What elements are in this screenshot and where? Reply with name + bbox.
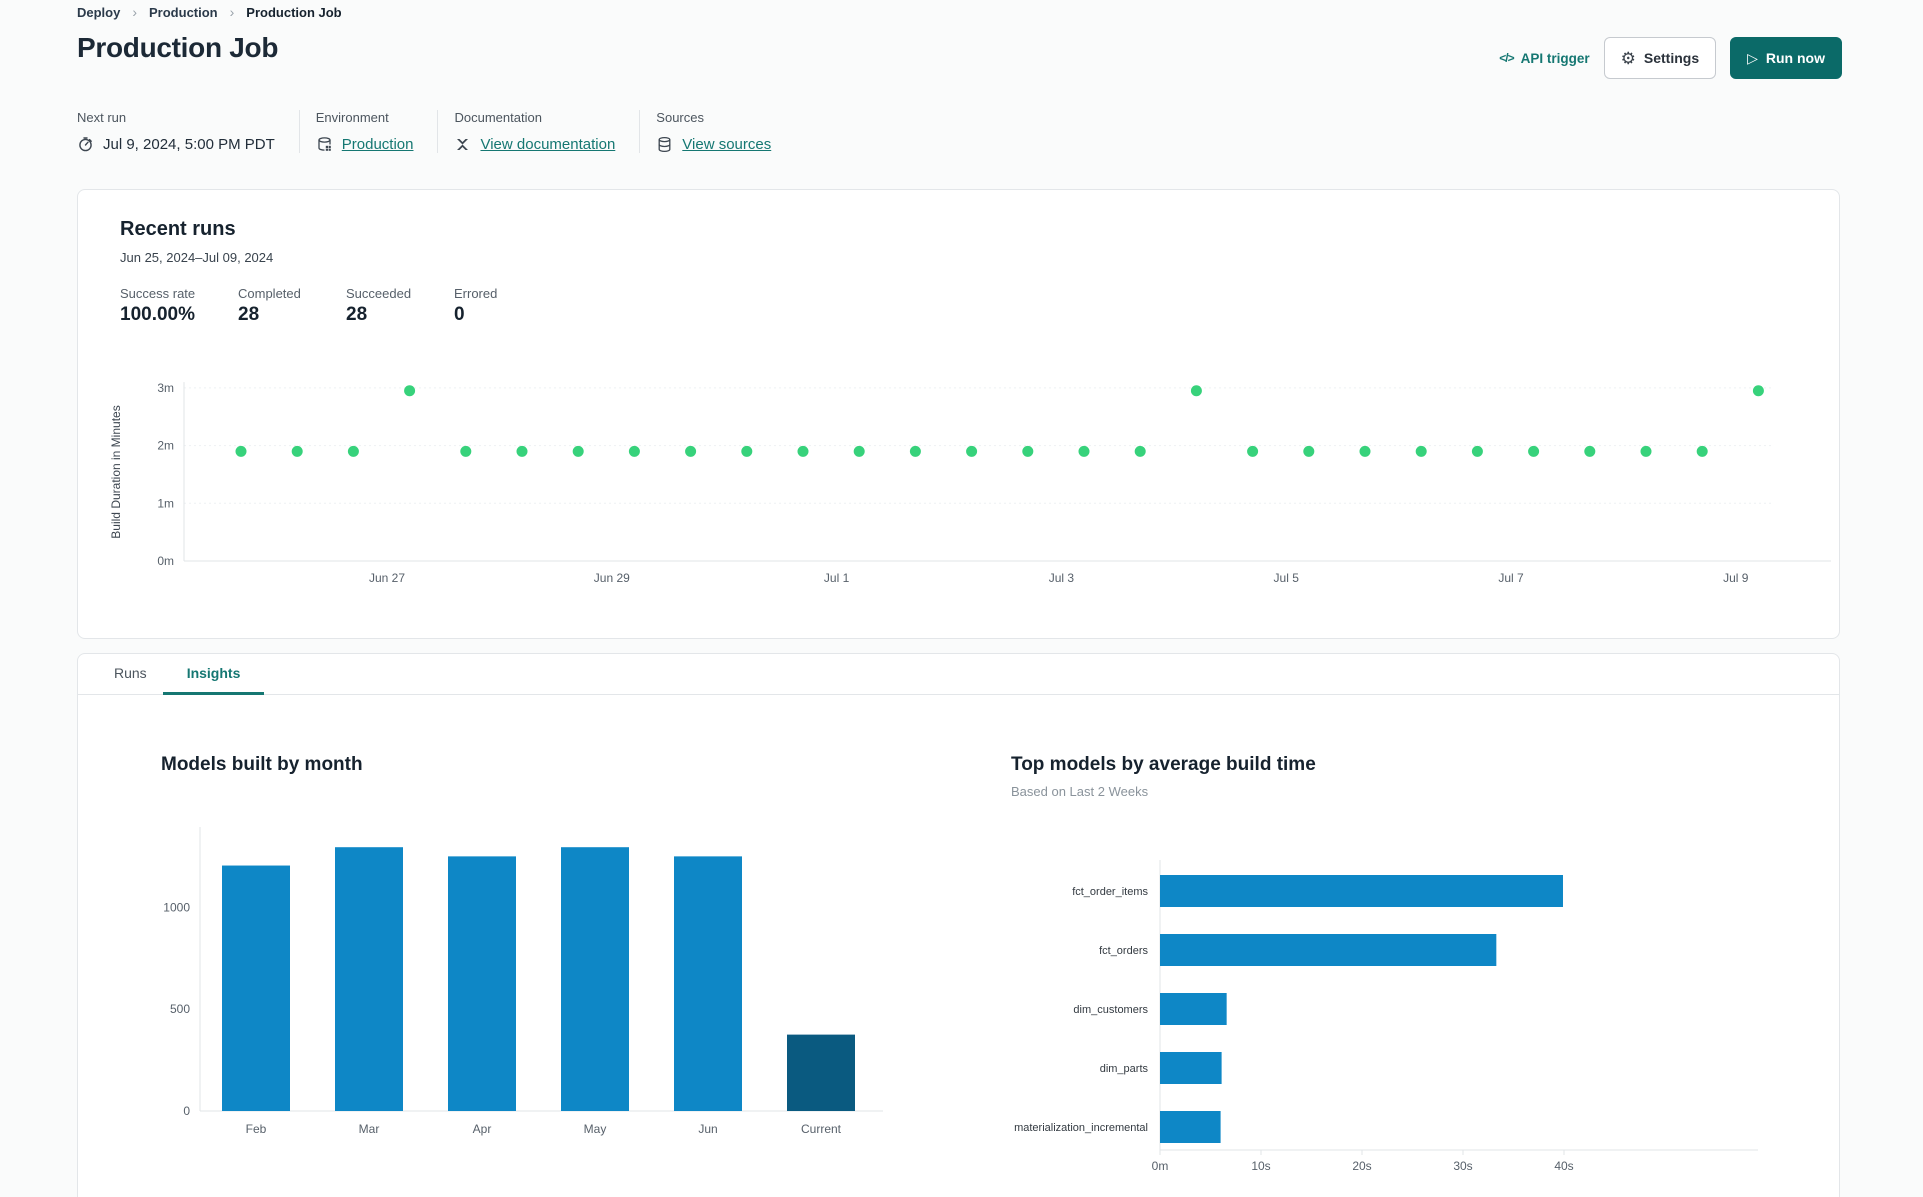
recent-runs-stats: Success rate 100.00% Completed 28 Succee… — [120, 286, 544, 326]
breadcrumb-item-current: Production Job — [246, 4, 342, 20]
svg-text:10s: 10s — [1251, 1159, 1270, 1173]
api-trigger-label: API trigger — [1520, 50, 1590, 66]
svg-text:fct_orders: fct_orders — [1099, 945, 1148, 957]
documentation-label: Documentation — [454, 110, 542, 125]
svg-text:Jun 29: Jun 29 — [594, 571, 630, 585]
breadcrumb-item-deploy[interactable]: Deploy — [77, 4, 121, 20]
stat-succeeded: Succeeded 28 — [346, 286, 412, 325]
svg-text:Jul 5: Jul 5 — [1274, 571, 1300, 585]
svg-text:Jun 27: Jun 27 — [369, 571, 405, 585]
stat-errored: Errored 0 — [454, 286, 498, 325]
svg-text:0m: 0m — [1152, 1159, 1169, 1173]
code-icon: </> — [1499, 51, 1514, 65]
svg-text:fct_order_items: fct_order_items — [1072, 886, 1148, 898]
sources-section: Sources View sources — [656, 110, 795, 153]
svg-text:0: 0 — [183, 1104, 190, 1118]
view-documentation-link[interactable]: View documentation — [480, 136, 616, 153]
svg-text:Build Duration in Minutes: Build Duration in Minutes — [109, 405, 123, 538]
models-built-chart: 0 500 1000 Feb Mar Apr May Jun Current — [163, 827, 883, 1136]
svg-text:40s: 40s — [1554, 1159, 1573, 1173]
svg-text:Jun: Jun — [698, 1122, 717, 1136]
svg-text:1000: 1000 — [163, 900, 190, 914]
environment-link[interactable]: Production — [341, 136, 414, 153]
svg-text:Jul 3: Jul 3 — [1049, 571, 1075, 585]
svg-text:20s: 20s — [1352, 1159, 1371, 1173]
breadcrumb-separator-icon: › — [132, 4, 138, 20]
header-actions: </> API trigger ⚙ Settings ▷ Run now — [1499, 37, 1842, 79]
run-now-button[interactable]: ▷ Run now — [1730, 37, 1842, 79]
next-run-value: Jul 9, 2024, 5:00 PM PDT — [103, 136, 275, 153]
database-icon — [658, 136, 671, 153]
tab-insights[interactable]: Insights — [163, 654, 265, 695]
environment-label: Environment — [315, 110, 389, 125]
timer-icon — [79, 137, 92, 152]
recent-runs-date-range: Jun 25, 2024–Jul 09, 2024 — [120, 250, 274, 265]
recent-runs-card: Recent runs Jun 25, 2024–Jul 09, 2024 Su… — [77, 189, 1840, 639]
sources-label: Sources — [656, 110, 704, 125]
gear-icon: ⚙ — [1620, 48, 1636, 68]
environment-section: Environment Production — [316, 110, 439, 153]
svg-text:500: 500 — [170, 1002, 190, 1016]
stat-completed: Completed 28 — [238, 286, 301, 325]
page-title: Production Job — [77, 32, 279, 63]
svg-text:Feb: Feb — [246, 1122, 267, 1136]
settings-button[interactable]: ⚙ Settings — [1603, 37, 1717, 79]
top-models-subtitle: Based on Last 2 Weeks — [1011, 784, 1149, 799]
svg-text:Jul 9: Jul 9 — [1723, 571, 1749, 585]
breadcrumb-separator-icon: › — [229, 4, 235, 20]
stat-success-rate: Success rate 100.00% — [120, 286, 196, 325]
svg-text:dim_parts: dim_parts — [1100, 1063, 1149, 1075]
next-run-section: Next run Jul 9, 2024, 5:00 PM PDT — [77, 110, 300, 153]
svg-text:1m: 1m — [157, 496, 174, 510]
svg-text:0m: 0m — [157, 554, 174, 568]
svg-text:3m: 3m — [157, 381, 174, 395]
top-models-chart: fct_order_items fct_orders dim_customersdi… — [1014, 860, 1758, 1173]
models-built-title: Models built by month — [161, 754, 363, 775]
play-icon: ▷ — [1747, 50, 1758, 66]
svg-text:Jul 7: Jul 7 — [1498, 571, 1524, 585]
environment-icon — [318, 137, 331, 151]
api-trigger-link[interactable]: </> API trigger — [1499, 51, 1589, 66]
view-sources-link[interactable]: View sources — [682, 136, 772, 153]
recent-runs-title: Recent runs — [120, 218, 236, 240]
insights-card: Runs Insights Models built by month 0 500… — [77, 653, 1840, 1197]
breadcrumb-item-production[interactable]: Production — [149, 4, 218, 20]
tab-bar: Runs Insights — [78, 654, 1839, 695]
documentation-section: Documentation View documentation — [454, 110, 641, 153]
tab-runs[interactable]: Runs — [114, 665, 147, 681]
svg-text:Apr: Apr — [473, 1122, 492, 1136]
breadcrumb: Deploy › Production › Production Job — [77, 4, 342, 20]
svg-text:30s: 30s — [1453, 1159, 1472, 1173]
run-now-button-label: Run now — [1765, 50, 1825, 66]
top-models-title: Top models by average build time — [1011, 754, 1316, 775]
svg-text:dim_customers: dim_customers — [1073, 1004, 1148, 1016]
dbt-docs-icon — [457, 139, 469, 150]
next-run-label: Next run — [77, 110, 127, 125]
recent-runs-scatter-chart: 0m 1m 2m 3m Build Duration in Minutes Jun 27 J… — [109, 381, 1831, 585]
svg-text:2m: 2m — [157, 439, 174, 453]
svg-text:materialization_incremental: materialization_incremental — [1014, 1122, 1148, 1134]
svg-text:May: May — [584, 1122, 607, 1136]
svg-text:Current: Current — [801, 1122, 842, 1136]
svg-text:Jul 1: Jul 1 — [824, 571, 850, 585]
job-info-bar: Next run Jul 9, 2024, 5:00 PM PDT Enviro… — [77, 110, 811, 153]
svg-text:Mar: Mar — [359, 1122, 380, 1136]
settings-button-label: Settings — [1643, 50, 1700, 66]
